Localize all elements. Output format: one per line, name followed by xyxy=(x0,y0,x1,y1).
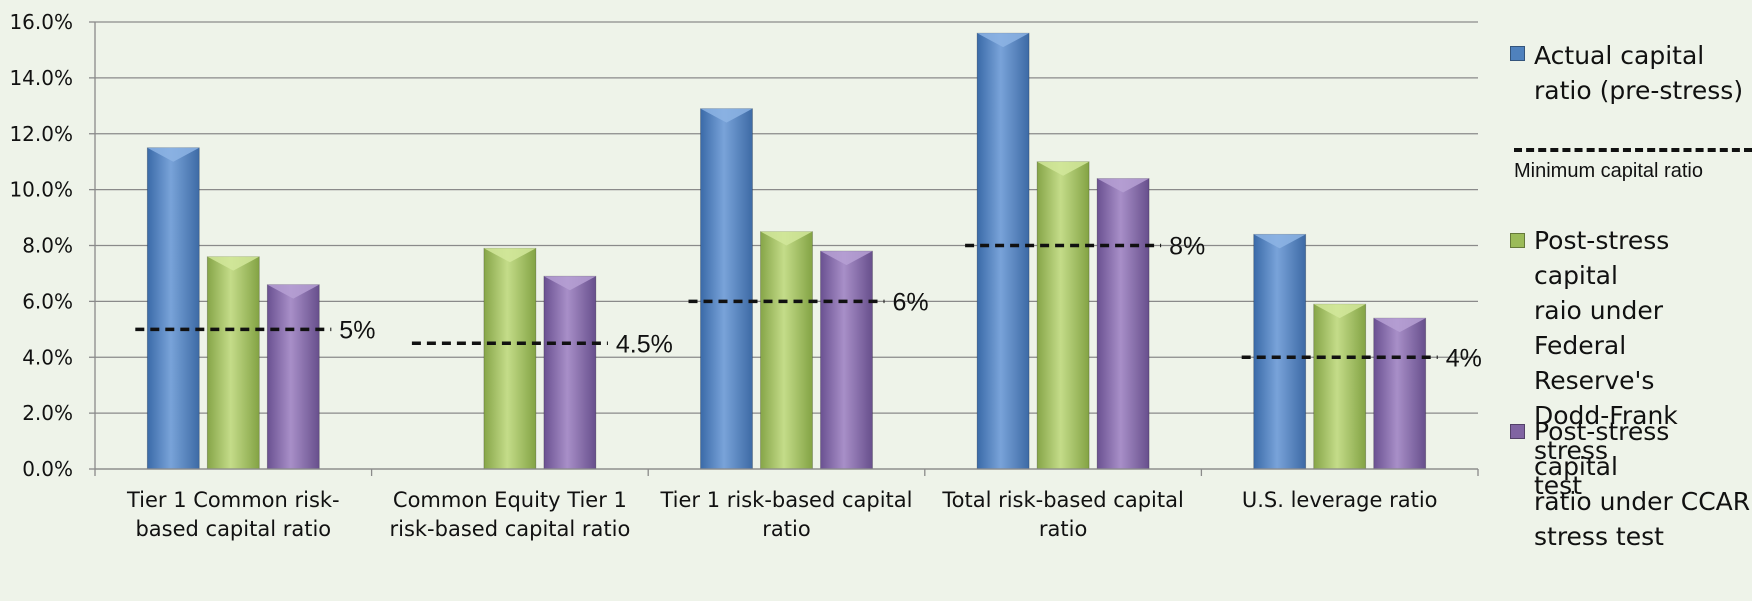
y-axis-tick-labels: 0.0% 2.0% 4.0% 6.0% 8.0% 10.0% 12.0% 14.0% 16.0% xyxy=(9,10,73,481)
minimum-ratio-label: 4% xyxy=(1446,344,1482,372)
x-category-label: Tier 1 Common risk-based capital ratio xyxy=(126,488,340,541)
x-category-label-line: based capital ratio xyxy=(135,517,331,541)
y-tick-label: 2.0% xyxy=(22,401,73,425)
legend-line: ratio under CCAR xyxy=(1534,487,1751,516)
x-category-label-line: Common Equity Tier 1 xyxy=(393,488,627,512)
y-tick-label: 0.0% xyxy=(22,457,73,481)
minimum-ratio-label: 5% xyxy=(339,316,375,344)
axes xyxy=(94,22,1479,476)
bar-ccar xyxy=(543,275,597,470)
bar-actual xyxy=(976,32,1030,470)
x-category-label: Total risk-based capital ratio xyxy=(941,488,1183,541)
y-tick-label: 12.0% xyxy=(9,122,73,146)
y-tick-label: 8.0% xyxy=(22,234,73,258)
bar-actual xyxy=(700,108,753,470)
legend-swatch-dodd-frank xyxy=(1510,233,1525,248)
bar-ccar xyxy=(820,250,873,470)
x-category-label: Common Equity Tier 1 risk-based capital r… xyxy=(389,488,630,541)
bar-dodd-frank xyxy=(760,231,813,470)
x-category-label-line: ratio xyxy=(1039,517,1087,541)
minimum-ratio-label: 8% xyxy=(1169,233,1205,261)
x-category-label-line: ratio xyxy=(762,517,810,541)
y-tick-label: 6.0% xyxy=(22,289,73,313)
x-category-label: U.S. leverage ratio xyxy=(1242,488,1438,512)
y-tick-label: 14.0% xyxy=(9,66,73,90)
capital-ratio-bar-chart: 0.0% 2.0% 4.0% 6.0% 8.0% 10.0% 12.0% 14.0% 16.0%… xyxy=(9,10,1482,541)
y-tick-label: 10.0% xyxy=(9,178,73,202)
x-category-label-line: U.S. leverage ratio xyxy=(1242,488,1438,512)
legend-label-actual: Actual capital ratio (pre-stress) xyxy=(1534,38,1752,108)
x-axis-category-labels: Tier 1 Common risk-based capital ratio Co… xyxy=(126,488,1438,541)
legend-label-minimum: Minimum capital ratio xyxy=(1514,160,1703,182)
bar-actual xyxy=(1253,233,1307,470)
bar-ccar xyxy=(1096,178,1150,470)
legend-line: Dodd-Frank stress xyxy=(1534,401,1678,465)
bar-dodd-frank xyxy=(1313,303,1367,470)
y-tick-label: 16.0% xyxy=(9,10,73,34)
bars xyxy=(146,32,1427,470)
legend-label-dodd-frank: Post-stress capital raio under Federal R… xyxy=(1534,223,1752,503)
bar-ccar xyxy=(266,284,320,470)
legend-swatch-ccar xyxy=(1510,424,1525,439)
legend-swatch-actual xyxy=(1510,46,1525,61)
minimum-ratio-label: 4.5% xyxy=(616,330,673,358)
minimum-ratio-label: 6% xyxy=(893,288,929,316)
legend-line: Post-stress capital xyxy=(1534,417,1670,481)
x-category-label-line: Total risk-based capital xyxy=(941,488,1183,512)
x-category-label: Tier 1 risk-based capital ratio xyxy=(659,488,912,541)
y-tick-label: 4.0% xyxy=(22,345,73,369)
legend-line: Federal Reserve's xyxy=(1534,331,1655,395)
legend-line: test xyxy=(1534,471,1583,500)
bar-dodd-frank xyxy=(483,247,537,470)
legend-line: raio under xyxy=(1534,296,1664,325)
bar-dodd-frank xyxy=(206,256,260,470)
legend: Actual capital ratio (pre-stress) Minimu… xyxy=(1508,0,1752,601)
bar-actual xyxy=(146,147,200,470)
legend-line: stress test xyxy=(1534,522,1664,551)
x-category-label-line: Tier 1 risk-based capital xyxy=(659,488,912,512)
legend-line: Actual capital xyxy=(1534,41,1705,70)
minimum-ratio-lines: 5% 4.5% 6% 8% 4% xyxy=(135,233,1482,372)
legend-label-ccar: Post-stress capital ratio under CCAR str… xyxy=(1534,414,1752,554)
legend-line: ratio (pre-stress) xyxy=(1534,76,1744,105)
legend-line: Post-stress capital xyxy=(1534,226,1670,290)
legend-dashed-line xyxy=(1514,148,1752,152)
x-category-label-line: Tier 1 Common risk- xyxy=(126,488,340,512)
x-category-label-line: risk-based capital ratio xyxy=(389,517,630,541)
bar-dodd-frank xyxy=(1036,161,1090,470)
bar-ccar xyxy=(1373,317,1427,470)
